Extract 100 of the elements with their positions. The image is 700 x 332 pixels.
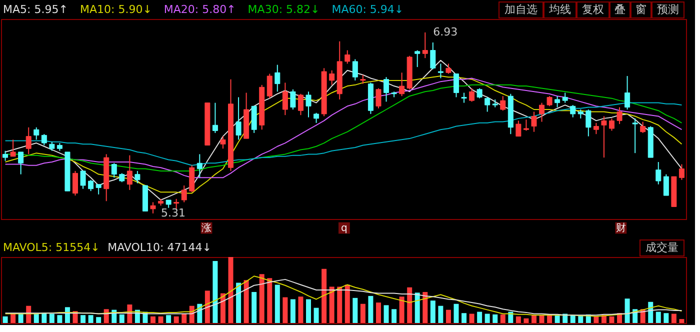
candlestick: [111, 162, 117, 178]
text: 窗: [636, 3, 646, 16]
bar: [64, 307, 70, 323]
text: 叠: [614, 3, 626, 16]
candlestick: [2, 150, 8, 162]
bar: [344, 284, 350, 323]
candlestick: [453, 73, 459, 98]
candlestick: [656, 162, 662, 185]
candlestick: [266, 73, 272, 99]
text: 涨: [202, 222, 212, 234]
bar: [274, 284, 280, 323]
candlestick: [500, 96, 506, 112]
text: MA10: 5.90↓: [80, 3, 152, 16]
text: 均线: [548, 3, 571, 16]
candlestick: [608, 118, 614, 132]
bar: [500, 314, 506, 323]
bar: [516, 316, 521, 323]
candlestick: [352, 58, 358, 81]
candlestick: [126, 154, 132, 190]
text: MA60: 5.94↓: [332, 3, 404, 16]
bar: [570, 315, 576, 323]
bar: [298, 296, 304, 323]
candlestick: [80, 170, 86, 190]
bar: [609, 316, 614, 323]
candlestick: [476, 88, 482, 99]
bar: [290, 299, 296, 323]
candlestick: [469, 88, 475, 102]
bar: [438, 306, 444, 323]
bar: [259, 274, 264, 323]
candlestick: [220, 136, 226, 150]
bar: [679, 319, 684, 323]
candlestick: [399, 72, 405, 97]
candlestick: [34, 126, 40, 140]
candlestick: [516, 120, 522, 137]
candlestick: [10, 139, 16, 157]
bar: [150, 316, 156, 323]
bar: [158, 316, 164, 323]
bar: [462, 313, 467, 323]
bar: [376, 302, 381, 323]
text: MA30: 5.82↓: [248, 3, 320, 16]
bar: [267, 278, 272, 323]
candlestick: [484, 96, 490, 112]
candlestick: [174, 198, 180, 210]
bar: [236, 282, 242, 323]
candlestick: [306, 91, 312, 118]
bar: [422, 292, 428, 323]
candlestick: [586, 109, 592, 137]
bar: [49, 314, 54, 323]
bar: [220, 293, 226, 323]
candlestick: [72, 170, 78, 196]
candlestick: [274, 64, 280, 92]
candlestick: [616, 106, 622, 125]
bar: [329, 286, 334, 323]
candlestick: [438, 63, 444, 79]
bar: [430, 300, 436, 323]
text: MAVOL10: 47144↓: [108, 241, 212, 254]
candlestick: [593, 122, 599, 135]
bar: [368, 296, 374, 323]
bar: [477, 312, 482, 323]
annotation: 5.31: [161, 206, 186, 220]
bar: [414, 292, 420, 323]
bar: [212, 260, 218, 323]
text: 加自选: [504, 3, 538, 16]
candlestick: [601, 116, 607, 158]
candlestick: [41, 134, 47, 146]
candlestick: [539, 102, 545, 122]
candlestick: [562, 92, 568, 104]
candlestick: [570, 104, 576, 118]
candlestick: [196, 154, 202, 178]
bar: [484, 314, 490, 323]
bar: [2, 316, 8, 323]
bar: [228, 257, 234, 323]
bar: [314, 308, 319, 323]
bar: [57, 315, 62, 323]
candlestick: [251, 106, 257, 134]
bar: [399, 296, 404, 323]
candlestick: [282, 82, 288, 116]
bar: [119, 314, 124, 323]
bar: [174, 316, 179, 323]
candlestick: [189, 164, 195, 193]
candlestick: [523, 119, 529, 132]
candlestick: [236, 96, 242, 140]
text: MA5: 5.95↑: [3, 3, 68, 16]
bar: [352, 298, 358, 323]
text: q: [341, 223, 348, 234]
candlestick: [290, 88, 296, 110]
candlestick: [461, 92, 467, 104]
candlestick: [640, 121, 646, 134]
bar: [656, 312, 661, 323]
bar: [42, 313, 47, 323]
candlestick: [376, 88, 382, 109]
annotation: 6.93: [433, 25, 458, 38]
bar: [337, 286, 342, 323]
candlestick: [531, 111, 537, 132]
bar: [531, 315, 536, 323]
candlestick: [96, 184, 102, 195]
bar: [594, 316, 599, 323]
bar: [204, 290, 210, 323]
candlestick: [88, 179, 94, 192]
bar: [469, 314, 474, 323]
